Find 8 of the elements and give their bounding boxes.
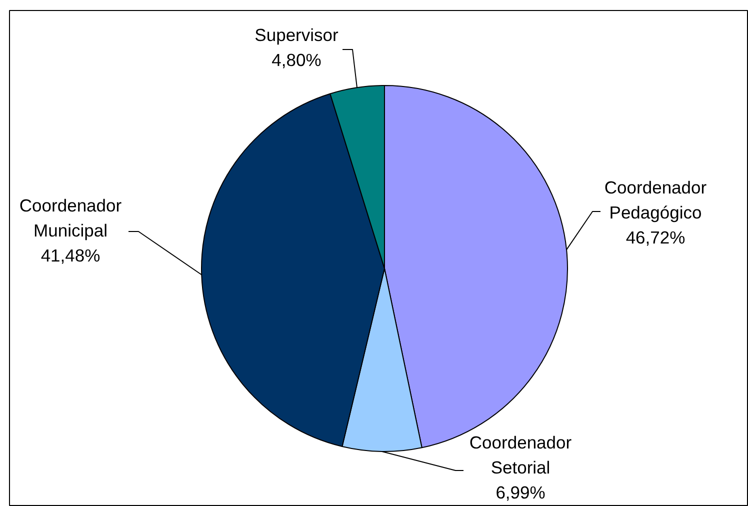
slice-label: Coordenador Municipal [19, 196, 122, 240]
data-label: 6,99% [496, 482, 546, 502]
data-label: 41,48% [40, 246, 100, 266]
slice-label: Coordenador Pedagógico [604, 178, 707, 222]
data-label: 4,80% [272, 50, 322, 70]
slice-label: Coordenador Setorial [469, 432, 572, 478]
slice-label: Supervisor [254, 25, 338, 45]
data-label: 46,72% [626, 228, 686, 248]
